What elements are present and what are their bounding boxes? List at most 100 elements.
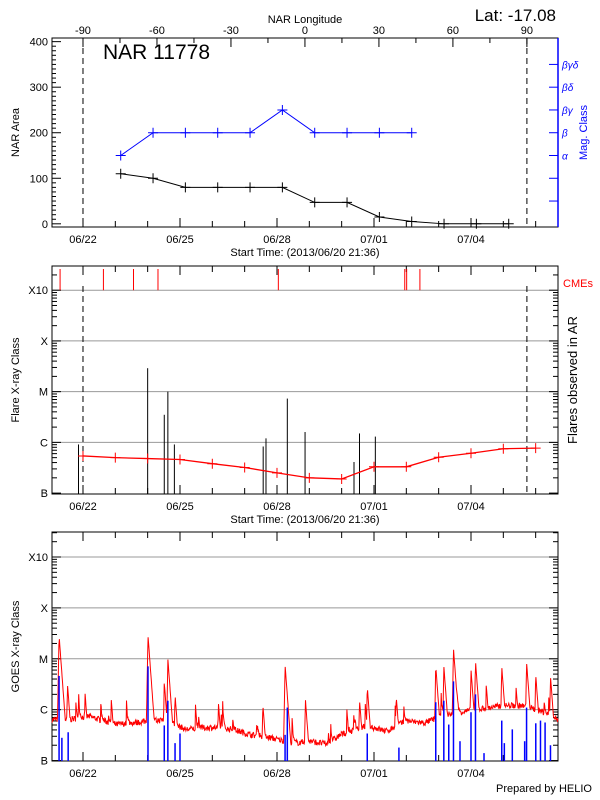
data-point-marker xyxy=(180,182,191,193)
longitude-tick-label: 90 xyxy=(521,25,533,37)
data-point-marker xyxy=(530,443,541,454)
x-tick-label: 07/01 xyxy=(360,501,388,513)
data-point-marker xyxy=(342,197,353,208)
x-tick-label: 07/04 xyxy=(457,501,485,513)
x-tick-label: 07/01 xyxy=(360,768,388,780)
data-point-marker xyxy=(207,458,218,469)
longitude-axis-title: NAR Longitude xyxy=(268,14,343,26)
mag-class-axis-title: Mag. Class xyxy=(578,104,590,160)
y-tick-label: B xyxy=(41,488,48,500)
data-point-marker xyxy=(239,462,250,473)
data-point-marker xyxy=(115,168,126,179)
data-point-marker xyxy=(148,173,159,184)
data-point-marker xyxy=(368,461,379,472)
y-tick-label: X10 xyxy=(28,285,48,297)
longitude-tick-label: 60 xyxy=(447,25,459,37)
mag-class-tick-label: α xyxy=(562,151,568,162)
mag-class-tick-label: βδ xyxy=(561,83,574,94)
longitude-tick-label: 0 xyxy=(302,25,308,37)
longitude-tick-label: 30 xyxy=(373,25,385,37)
latitude-label: Lat: -17.08 xyxy=(475,6,556,25)
y-tick-label: X10 xyxy=(28,552,48,564)
goes-long-channel-line xyxy=(51,637,559,748)
y-tick-label: X xyxy=(41,336,49,348)
data-point-marker xyxy=(148,127,159,138)
data-point-marker xyxy=(271,467,282,478)
right-axis-title: Flares observed in AR xyxy=(565,316,580,444)
data-point-marker xyxy=(433,452,444,463)
x-tick-label: 06/28 xyxy=(263,501,291,513)
data-point-marker xyxy=(245,182,256,193)
data-point-marker xyxy=(465,448,476,459)
x-tick-label: 06/22 xyxy=(69,768,97,780)
data-point-marker xyxy=(309,197,320,208)
data-point-marker xyxy=(342,127,353,138)
mag-class-line xyxy=(120,109,412,156)
y-axis-title: GOES X-ray Class xyxy=(10,600,22,692)
x-axis-title: Start Time: (2013/06/20 21:36) xyxy=(230,247,379,259)
x-tick-label: 06/25 xyxy=(166,501,194,513)
data-point-marker xyxy=(439,218,450,229)
data-point-marker xyxy=(374,127,385,138)
data-point-marker xyxy=(174,454,185,465)
x-tick-label: 06/28 xyxy=(263,234,291,246)
plot-frame xyxy=(51,37,559,228)
data-point-marker xyxy=(309,127,320,138)
data-point-marker xyxy=(277,182,288,193)
mag-class-tick-label: βγ xyxy=(561,106,574,117)
data-point-marker xyxy=(77,450,88,461)
mag-class-tick-label: βγδ xyxy=(561,60,579,71)
goes-panel: B C M X X10 GOES X-ray Class 06/22 06/25 06/28 07… xyxy=(10,531,559,780)
y-tick-label: 200 xyxy=(30,128,48,140)
y-tick-label: 100 xyxy=(30,173,48,185)
x-tick-label: 06/22 xyxy=(69,234,97,246)
y-axis-title: NAR Area xyxy=(10,107,22,157)
longitude-tick-label: -30 xyxy=(223,25,239,37)
y-tick-label: C xyxy=(40,437,48,449)
longitude-tick-label: -60 xyxy=(149,25,165,37)
region-title: NAR 11778 xyxy=(103,41,210,64)
data-point-marker xyxy=(142,453,153,464)
cme-label: CMEs xyxy=(563,278,593,290)
x-axis-title: Start Time: (2013/06/20 21:36) xyxy=(230,514,379,526)
data-point-marker xyxy=(503,218,514,229)
data-point-marker xyxy=(304,472,315,483)
data-point-marker xyxy=(212,127,223,138)
data-point-marker xyxy=(212,182,223,193)
flare-panel: B C M X X10 Flare X-ray Class 06/22 06/25 06/28 0… xyxy=(10,265,593,526)
data-point-marker xyxy=(498,443,509,454)
x-tick-label: 07/04 xyxy=(457,234,485,246)
x-tick-label: 06/22 xyxy=(69,501,97,513)
data-point-marker xyxy=(115,150,126,161)
y-tick-label: 300 xyxy=(30,82,48,94)
x-tick-label: 07/01 xyxy=(360,234,388,246)
longitude-tick-label: -90 xyxy=(75,25,91,37)
y-tick-label: 400 xyxy=(30,37,48,49)
x-tick-label: 06/25 xyxy=(166,234,194,246)
data-point-marker xyxy=(277,104,288,115)
x-tick-label: 06/28 xyxy=(263,768,291,780)
data-point-marker xyxy=(406,127,417,138)
plot-frame xyxy=(51,531,559,762)
data-point-marker xyxy=(336,473,347,484)
data-point-marker xyxy=(245,127,256,138)
x-tick-label: 07/04 xyxy=(457,768,485,780)
x-tick-label: 06/25 xyxy=(166,768,194,780)
data-point-marker xyxy=(406,216,417,227)
y-tick-label: C xyxy=(40,705,48,717)
y-axis-title: Flare X-ray Class xyxy=(10,337,22,422)
data-point-marker xyxy=(110,452,121,463)
data-point-marker xyxy=(401,461,412,472)
data-point-marker xyxy=(180,127,191,138)
mag-class-tick-label: β xyxy=(561,129,568,140)
y-tick-label: 0 xyxy=(42,219,48,231)
y-tick-label: M xyxy=(39,654,48,666)
data-point-marker xyxy=(471,218,482,229)
y-tick-label: B xyxy=(41,756,48,768)
y-tick-label: M xyxy=(39,387,48,399)
data-point-marker xyxy=(374,211,385,222)
credit-label: Prepared by HELIO xyxy=(496,783,592,795)
y-tick-label: X xyxy=(41,603,49,615)
